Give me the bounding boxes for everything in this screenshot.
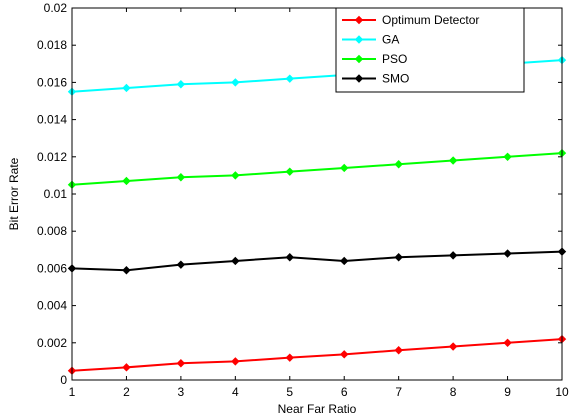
x-tick-label: 3	[178, 385, 185, 399]
data-point-smo	[340, 256, 349, 266]
y-tick-label: 0.014	[37, 113, 67, 127]
x-tick-label: 9	[504, 385, 511, 399]
data-point-optimum-detector	[394, 346, 403, 355]
data-point-optimum-detector	[231, 357, 240, 366]
data-point-optimum-detector	[285, 353, 294, 362]
data-point-optimum-detector	[448, 342, 458, 351]
data-point-optimum-detector	[176, 359, 186, 368]
y-tick-label: 0.008	[37, 224, 67, 238]
data-point-smo	[503, 249, 512, 258]
legend-label: Optimum Detector	[382, 13, 479, 27]
series-optimum-detector	[67, 334, 567, 375]
x-tick-label: 1	[69, 385, 76, 399]
x-tick-label: 4	[232, 385, 239, 399]
data-point-optimum-detector	[340, 350, 349, 359]
data-point-pso	[122, 176, 131, 186]
y-tick-label: 0.004	[37, 299, 67, 313]
x-tick-label: 5	[286, 385, 293, 399]
series-layer	[67, 55, 567, 375]
x-tick-label: 7	[395, 385, 402, 399]
x-tick-label: 10	[555, 385, 569, 399]
data-point-smo	[176, 260, 186, 269]
legend-item-pso: PSO	[342, 52, 407, 66]
data-point-pso	[394, 160, 403, 169]
series-pso	[67, 148, 567, 189]
legend-label: PSO	[382, 52, 407, 66]
legend-label: GA	[382, 33, 399, 47]
y-tick-label: 0.018	[37, 38, 67, 52]
x-axis: 1 2 3 4 5 6 7 8 9 10	[69, 8, 569, 399]
series-line-optimum-detector	[71, 338, 563, 372]
data-point-optimum-detector	[503, 338, 512, 348]
data-point-pso	[340, 163, 349, 173]
legend-item-smo: SMO	[342, 72, 409, 86]
x-tick-label: 6	[341, 385, 348, 399]
y-tick-label: 0.012	[37, 150, 67, 164]
y-tick-label: 0.01	[44, 187, 68, 201]
legend-marker	[354, 15, 364, 25]
data-point-optimum-detector	[122, 363, 131, 372]
data-point-pso	[448, 156, 458, 165]
series-smo	[67, 247, 567, 275]
legend-item-optimum-detector: Optimum Detector	[342, 13, 479, 27]
legend-marker	[354, 54, 364, 64]
data-point-ga	[231, 78, 240, 87]
data-point-ga	[285, 74, 294, 83]
data-point-smo	[231, 256, 240, 266]
series-line-smo	[71, 250, 563, 272]
data-point-smo	[122, 266, 131, 275]
y-tick-label: 0.002	[37, 336, 67, 350]
legend-label: SMO	[382, 72, 409, 86]
data-point-pso	[503, 152, 512, 162]
y-axis-title: Bit Error Rate	[7, 157, 21, 230]
data-point-ga	[122, 83, 131, 93]
y-tick-label: 0.006	[37, 261, 67, 275]
data-point-pso	[176, 173, 186, 182]
data-point-smo	[285, 253, 294, 262]
legend-item-ga: GA	[342, 33, 399, 47]
data-point-smo	[394, 253, 403, 262]
x-tick-label: 2	[123, 385, 130, 399]
y-tick-label: 0.02	[44, 1, 68, 15]
x-tick-label: 8	[450, 385, 457, 399]
y-tick-label: 0.016	[37, 75, 67, 89]
y-axis: 0 0.002 0.004 0.006 0.008 0.01 0.012 0.014 0.016…	[37, 1, 562, 387]
legend-marker	[354, 74, 364, 83]
data-point-ga	[176, 80, 186, 89]
y-tick-label: 0	[60, 373, 67, 387]
legend-marker	[354, 35, 364, 44]
data-point-smo	[448, 251, 458, 260]
data-point-pso	[285, 167, 294, 176]
series-line-pso	[71, 152, 563, 186]
x-axis-title: Near Far Ratio	[278, 402, 357, 416]
legend: Optimum Detector GA PSO SMO	[335, 7, 525, 93]
data-point-pso	[231, 171, 240, 180]
